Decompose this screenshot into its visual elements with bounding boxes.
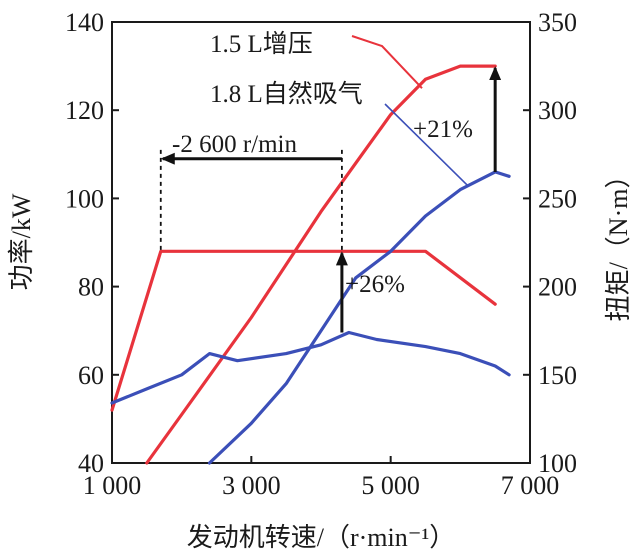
- legend-leader-turbo: [351, 35, 423, 89]
- y-left-tick-label: 100: [65, 184, 104, 213]
- x-tick-label: 7 000: [501, 471, 560, 500]
- y-left-tick-label: 60: [78, 361, 104, 390]
- y-right-tick-label: 250: [538, 184, 577, 213]
- y-right-tick-label: 350: [538, 8, 577, 37]
- y-axis-left-label: 功率/kW: [7, 193, 36, 290]
- turbo-torque-line: [110, 249, 497, 412]
- y-axis-right-label: 扭矩/（N·m）: [604, 163, 633, 322]
- legend-leader-natural: [384, 103, 468, 186]
- annotation-torque-gain: +26%: [345, 271, 405, 298]
- x-tick-label: 1 000: [83, 471, 142, 500]
- natural-torque-line: [110, 330, 511, 405]
- legend-label-turbo: 1.5 L增压: [210, 30, 313, 58]
- turbo-power-line: [145, 64, 497, 465]
- y-right-tick-label: 200: [538, 273, 577, 302]
- x-axis-label: 发动机转速/（r·min⁻¹）: [187, 523, 456, 552]
- x-tick-label: 3 000: [222, 471, 281, 500]
- y-right-tick-label: 300: [538, 96, 577, 125]
- annotation-speed-shift: -2 600 r/min: [172, 131, 297, 158]
- x-tick-label: 5 000: [361, 471, 420, 500]
- annotation-power-gain: +21%: [413, 116, 473, 143]
- ticks: 1 000 3 000 5 000 7 000 40 60 80 100 120 140 100 15…: [65, 8, 577, 500]
- annotation-layer: [159, 35, 502, 333]
- y-right-tick-label: 150: [538, 361, 577, 390]
- plot-frame: [111, 21, 531, 464]
- y-right-tick-label: 100: [538, 449, 577, 478]
- y-left-tick-label: 140: [65, 8, 104, 37]
- series-layer: [110, 64, 511, 465]
- legend-label-natural: 1.8 L自然吸气: [210, 80, 363, 108]
- natural-power-line: [207, 170, 511, 465]
- y-left-tick-label: 120: [65, 96, 104, 125]
- y-left-tick-label: 80: [78, 273, 104, 302]
- y-left-tick-label: 40: [78, 449, 104, 478]
